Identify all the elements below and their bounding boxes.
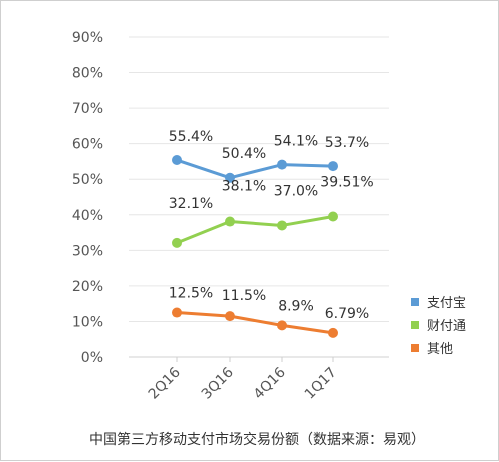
data-point-财付通-1Q17 — [328, 211, 338, 222]
data-point-其他-3Q16 — [225, 311, 235, 322]
y-tick-label: 0% — [81, 350, 103, 366]
data-point-其他-1Q17 — [328, 327, 338, 338]
x-tick-label-1Q17: 1Q17 — [302, 365, 340, 403]
data-label-其他-4Q16: 8.9% — [278, 298, 314, 314]
data-labels: 55.4% 50.4% 54.1% 53.7% 32.1% 38.1% 37.0%39.51… — [169, 129, 374, 322]
data-point-支付宝-1Q17 — [328, 161, 338, 172]
y-tick-label: 50% — [72, 172, 103, 188]
data-label-财付通-3Q16: 38.1% — [222, 179, 266, 195]
data-label-其他-3Q16: 11.5% — [222, 288, 266, 304]
legend-swatch-支付宝 — [411, 298, 419, 306]
legend-swatch-其他 — [411, 344, 419, 352]
legend-label-财付通: 财付通 — [427, 319, 466, 334]
data-label-支付宝-3Q16: 50.4% — [222, 146, 266, 162]
y-tick-label: 30% — [72, 243, 103, 259]
data-point-财付通-4Q16 — [277, 220, 287, 231]
data-label-其他-2Q16: 12.5% — [169, 286, 213, 302]
y-tick-label: 60% — [72, 137, 103, 153]
data-label-财付通-1Q17: 39.51% — [320, 175, 373, 191]
y-axis-tick-labels: 0% 10% 20% 30% 40% 50% 60% 70% 80% 90% — [72, 30, 103, 366]
data-point-财付通-2Q16 — [172, 237, 182, 248]
data-point-支付宝-4Q16 — [277, 159, 287, 170]
data-label-支付宝-4Q16: 54.1% — [274, 134, 318, 150]
x-tick-label-2Q16: 2Q16 — [146, 364, 184, 402]
x-tick-label-4Q16: 4Q16 — [251, 364, 289, 402]
data-point-支付宝-2Q16 — [172, 155, 182, 166]
x-tick-label-3Q16: 3Q16 — [199, 364, 237, 402]
data-label-财付通-2Q16: 32.1% — [169, 196, 213, 212]
data-label-支付宝-2Q16: 55.4% — [169, 129, 213, 145]
data-label-财付通-4Q16: 37.0% — [274, 183, 318, 199]
y-tick-label: 40% — [72, 208, 103, 224]
y-tick-label: 90% — [72, 30, 103, 46]
series-line-财付通 — [176, 215, 334, 245]
y-tick-label: 70% — [72, 101, 103, 117]
legend-label-支付宝: 支付宝 — [427, 296, 466, 311]
series-lines — [172, 155, 338, 338]
data-label-其他-1Q17: 6.79% — [325, 306, 369, 322]
data-point-财付通-3Q16 — [225, 216, 235, 227]
gridlines — [129, 36, 389, 362]
data-point-其他-2Q16 — [172, 307, 182, 318]
data-point-支付宝-3Q16 — [225, 172, 235, 183]
x-axis-tick-labels: 2Q16 3Q16 4Q16 1Q17 — [146, 364, 340, 402]
chart-title: 中国第三方移动支付市场交易份额（数据来源：易观） — [89, 431, 425, 448]
data-label-支付宝-1Q17: 53.7% — [325, 135, 369, 151]
legend-label-其他: 其他 — [427, 342, 453, 357]
series-line-支付宝 — [176, 158, 334, 180]
y-tick-label: 80% — [72, 66, 103, 82]
data-point-其他-4Q16 — [277, 320, 287, 331]
series-line-其他 — [176, 311, 334, 335]
y-tick-label: 20% — [72, 279, 103, 295]
legend-swatch-财付通 — [411, 321, 419, 329]
y-tick-label: 10% — [72, 314, 103, 330]
